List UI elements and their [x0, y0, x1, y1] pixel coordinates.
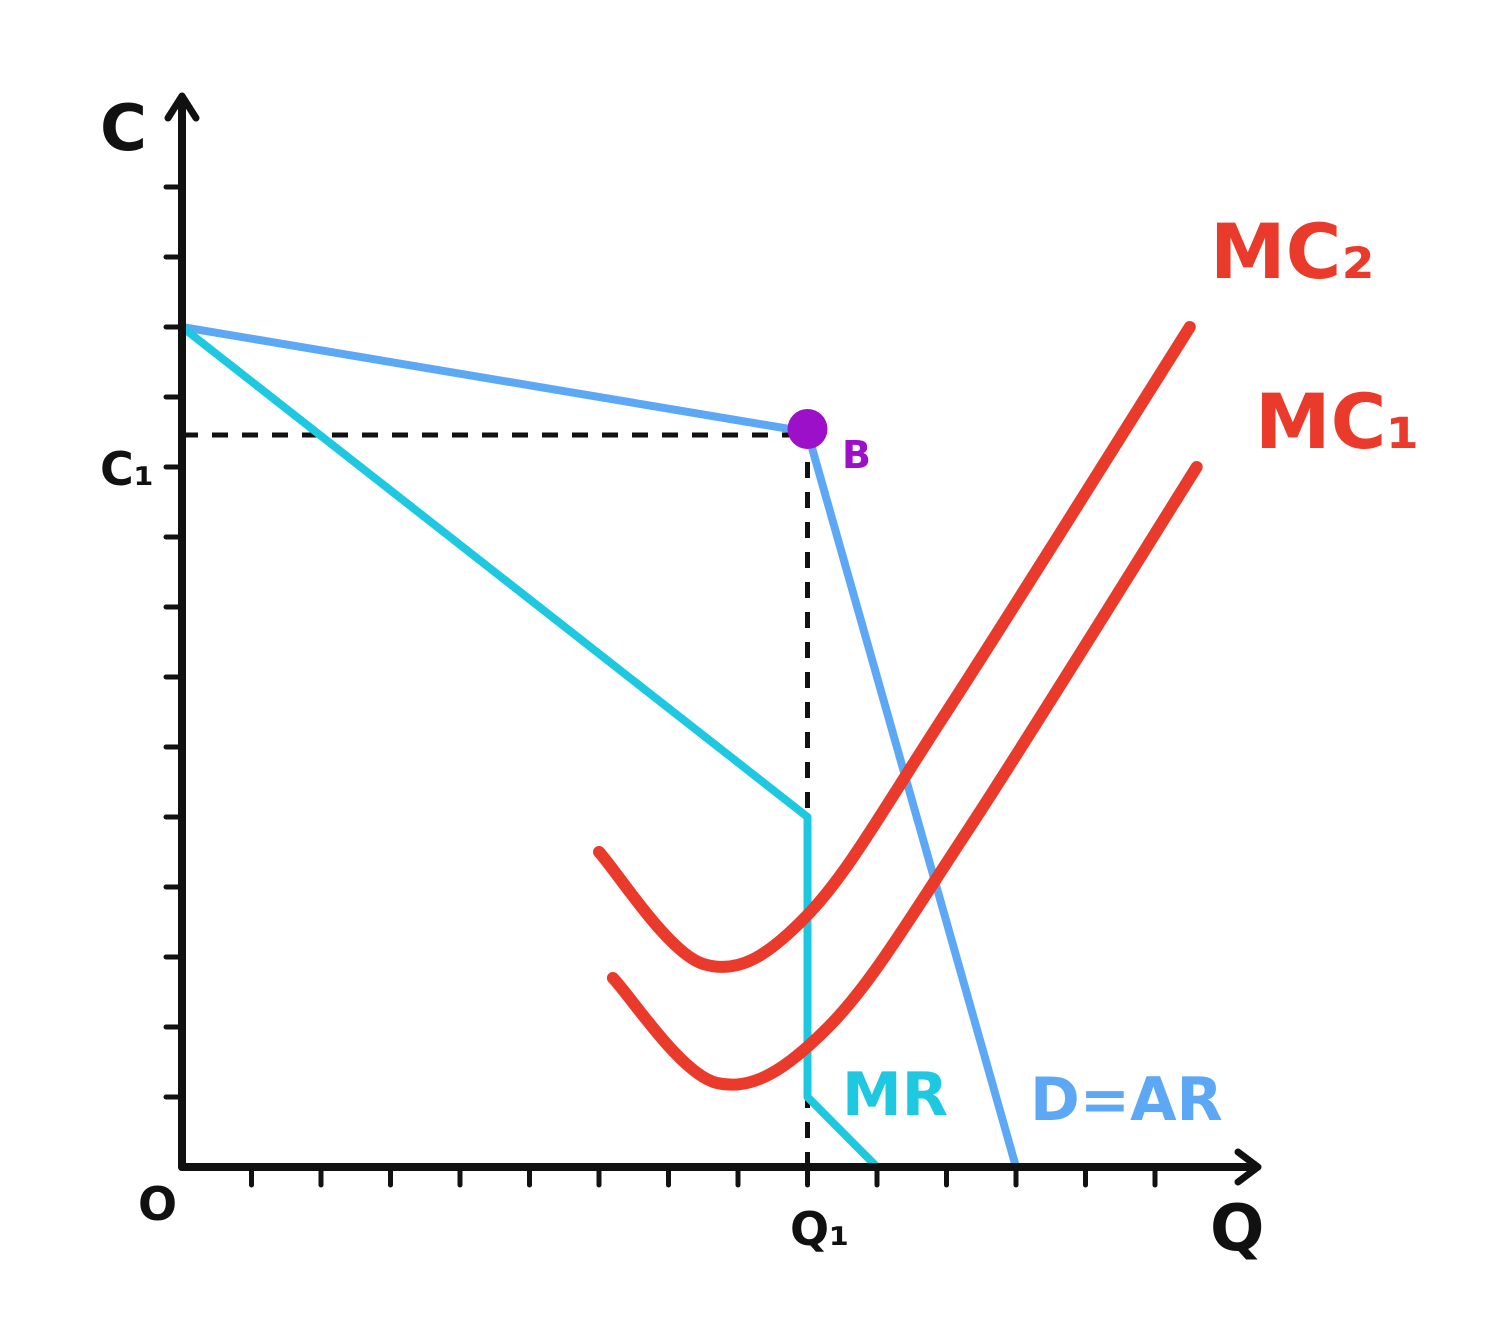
- point-b-label: B: [842, 433, 871, 477]
- y-axis-label: C: [100, 92, 147, 166]
- q1-label: Q₁: [790, 1202, 849, 1256]
- mr-label: MR: [842, 1060, 948, 1130]
- ticks: [163, 184, 1158, 1188]
- c1-label: C₁: [100, 442, 154, 496]
- guide-lines: [182, 432, 810, 1167]
- origin-label: O: [138, 1177, 177, 1231]
- curves: [178, 321, 1203, 1171]
- mc2-curve: [593, 321, 1196, 973]
- labels: C Q O C₁ Q₁ B MC₂ MC₁ MR D=AR: [100, 92, 1420, 1266]
- mc1-curve: [606, 461, 1203, 1091]
- mc2-label: MC₂: [1210, 207, 1375, 296]
- axes: [164, 92, 1262, 1186]
- demand-ar-curve: [178, 323, 1020, 1171]
- x-axis-arrow: [1234, 1148, 1262, 1186]
- mr-curve: [178, 323, 881, 1171]
- mc1-label: MC₁: [1255, 377, 1420, 466]
- x-axis-label: Q: [1210, 1192, 1264, 1266]
- point-b-marker: [787, 409, 828, 449]
- demand-label: D=AR: [1030, 1065, 1223, 1135]
- y-axis-arrow: [164, 92, 200, 122]
